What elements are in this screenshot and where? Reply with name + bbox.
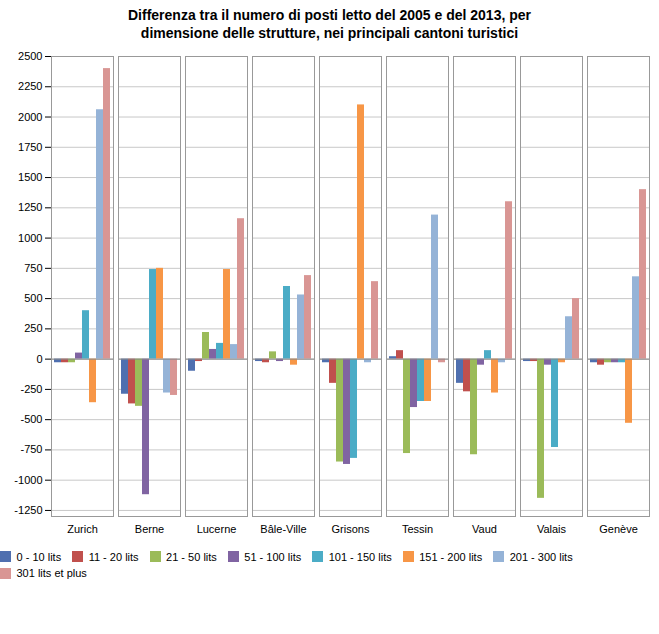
- svg-text:2000: 2000: [18, 111, 42, 123]
- svg-text:500: 500: [24, 293, 42, 305]
- svg-text:Valais: Valais: [537, 524, 567, 536]
- svg-text:-1250: -1250: [14, 504, 42, 516]
- svg-text:Genève: Genève: [599, 524, 638, 536]
- svg-text:1750: 1750: [18, 141, 42, 153]
- svg-text:Lucerne: Lucerne: [197, 524, 237, 536]
- svg-text:Vaud: Vaud: [472, 524, 497, 536]
- svg-text:-1000: -1000: [14, 474, 42, 486]
- svg-text:2250: 2250: [18, 81, 42, 93]
- svg-text:Grisons: Grisons: [332, 524, 370, 536]
- svg-text:1000: 1000: [18, 232, 42, 244]
- svg-text:Tessin: Tessin: [402, 524, 433, 536]
- svg-text:Berne: Berne: [135, 524, 164, 536]
- html-text:51 - 100 lits: 51 - 100 lits: [244, 550, 302, 563]
- html-text:301 lits et plus: 301 lits et plus: [16, 567, 87, 580]
- svg-text:-750: -750: [20, 444, 42, 456]
- svg-text:250: 250: [24, 323, 42, 335]
- svg-text:750: 750: [24, 262, 42, 274]
- html-text:0 - 10 lits: 0 - 10 lits: [16, 550, 62, 563]
- html-text:Differenza tra il numero di po: Differenza tra il numero di posti letto …: [128, 7, 531, 23]
- svg-text:-500: -500: [20, 414, 42, 426]
- svg-text:0: 0: [36, 353, 42, 365]
- svg-text:-250: -250: [20, 383, 42, 395]
- html-text:201 - 300 lits: 201 - 300 lits: [509, 550, 573, 563]
- html-text:dimensione delle strutture, ne: dimensione delle strutture, nei principa…: [140, 25, 519, 42]
- svg-text:1250: 1250: [18, 202, 42, 214]
- html-text:21 - 50 lits: 21 - 50 lits: [166, 550, 217, 563]
- html-text:11 - 20 lits: 11 - 20 lits: [88, 550, 139, 563]
- svg-text:1500: 1500: [18, 171, 42, 183]
- svg-text:Bâle-Ville: Bâle-Ville: [260, 524, 306, 536]
- html-text:101 - 150 lits: 101 - 150 lits: [328, 550, 392, 563]
- html-text:151 - 200 lits: 151 - 200 lits: [419, 550, 483, 563]
- svg-text:2500: 2500: [18, 50, 42, 62]
- svg-text:Zurich: Zurich: [67, 524, 98, 536]
